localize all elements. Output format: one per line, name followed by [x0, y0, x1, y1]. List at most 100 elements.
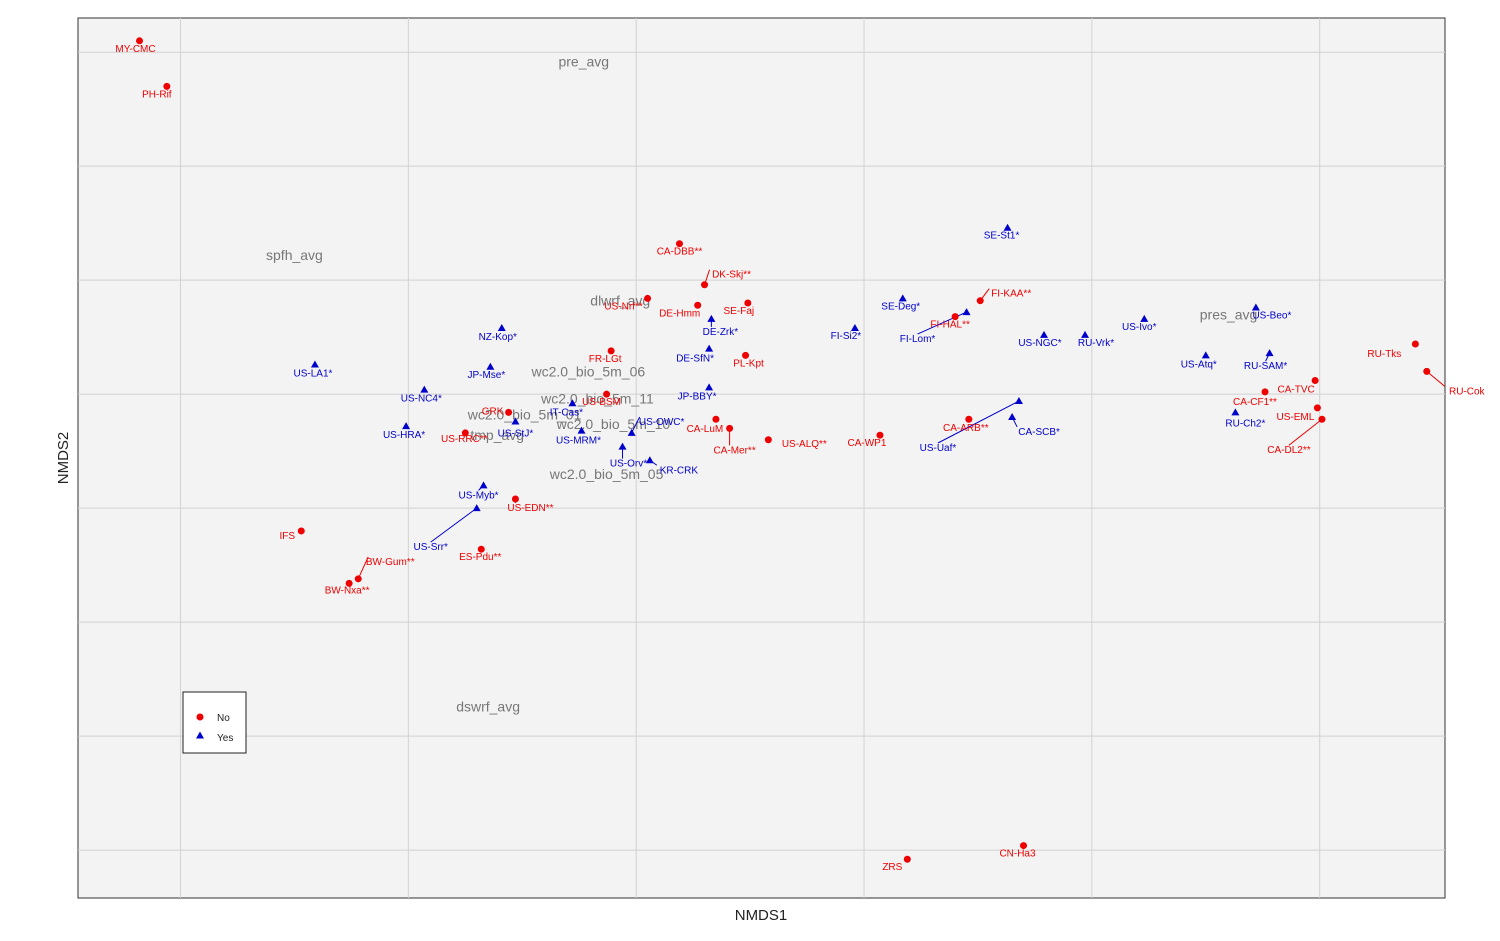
legend-yes-label: Yes: [217, 733, 233, 744]
point-yes-de-zrk: [707, 314, 716, 322]
point-label-us-ngc: US-NGC*: [1018, 338, 1061, 349]
point-label-it-cas: IT-Cas*: [550, 407, 583, 418]
point-yes-fi-lom: [962, 308, 971, 316]
point-no-ca-wp1: [876, 431, 884, 439]
point-label-bw-nxa: BW-Nxa**: [325, 585, 370, 596]
point-no-ph-rif: [163, 82, 171, 90]
point-yes-us-ngc: [1040, 330, 1049, 338]
point-label-ph-rif: PH-Rif: [142, 89, 172, 100]
point-label-de-zrk: DE-Zrk*: [703, 327, 739, 338]
point-no-ca-tvc: [1311, 376, 1319, 384]
point-no-ca-mer: [726, 424, 734, 432]
leader-line-ca-dl2: [1288, 418, 1323, 446]
point-label-us-la1: US-LA1*: [293, 369, 332, 380]
point-no-us-nrf: [644, 294, 652, 302]
point-label-ca-mer: CA-Mer**: [713, 445, 755, 456]
point-yes-us-hra: [402, 422, 411, 430]
point-yes-ru-vrk: [1081, 330, 1090, 338]
point-no-us-alq: [764, 436, 772, 444]
point-no-ca-dbb: [675, 240, 683, 248]
vector-label-pre-avg: pre_avg: [558, 53, 609, 69]
vector-label-wc2-0-bio-5m-05: wc2.0_bio_5m_05: [549, 466, 664, 482]
point-label-us-bsm: US-BSM: [582, 397, 621, 408]
point-yes-se-st1: [1003, 223, 1012, 231]
point-yes-fi-si2: [850, 324, 859, 332]
point-no-cn-ha3: [1020, 842, 1028, 850]
legend: No Yes: [182, 691, 247, 754]
vector-label-spfh-avg: spfh_avg: [266, 247, 323, 263]
point-label-us-orv: US-Orv*: [610, 459, 647, 470]
point-label-ru-sam: RU-SAM*: [1244, 361, 1287, 372]
point-no-dk-skj: [701, 281, 709, 289]
point-label-grk: GRK: [482, 406, 504, 417]
point-no-ca-dl2: [1318, 415, 1326, 423]
vector-label-wc2-0-bio-5m-01: wc2.0_bio_5m_01: [467, 407, 582, 423]
point-label-ca-wp1: CA-WP1: [848, 438, 887, 449]
point-label-us-rrc: US-RRC**: [441, 434, 488, 445]
point-label-ca-dbb: CA-DBB**: [657, 247, 703, 258]
point-label-ru-tks: RU-Tks: [1367, 349, 1401, 360]
vector-label-wc2-0-bio-5m-11: wc2.0_bio_5m_11: [540, 391, 654, 407]
point-yes-ru-ch2: [1231, 408, 1240, 416]
point-label-se-faj: SE-Faj: [724, 306, 755, 317]
point-label-ca-tvc: CA-TVC: [1278, 384, 1315, 395]
vector-label-dswrf-avg: dswrf_avg: [456, 698, 520, 714]
point-label-ca-lum: CA-LuM: [687, 424, 724, 435]
x-axis-title: NMDS1: [735, 907, 788, 924]
point-yes-ru-sam: [1265, 349, 1274, 357]
point-label-de-hmm: DE-Hmm: [659, 308, 700, 319]
point-label-ru-ch2: RU-Ch2*: [1225, 418, 1265, 429]
point-yes-nz-kop: [497, 324, 506, 332]
grid-lines: [78, 18, 1445, 898]
point-label-ca-scb: CA-SCB*: [1018, 427, 1060, 438]
point-label-us-uaf: US-Uaf*: [920, 443, 957, 454]
point-yes-us-owc: [627, 428, 636, 436]
point-label-us-hra: US-HRA*: [383, 430, 425, 441]
leader-line-us-uaf: [937, 400, 1020, 444]
legend-no-label: No: [217, 713, 230, 724]
point-label-us-eml: US-EML: [1277, 412, 1315, 423]
point-label-fi-hal: FI-HAL**: [930, 320, 970, 331]
point-no-fi-hal: [951, 313, 959, 321]
point-label-nz-kop: NZ-Kop*: [479, 332, 517, 343]
environment-vector-labels: pre_avg spfh_avg dlwrf_avg wc2.0_bio_5m_06w…: [266, 53, 1257, 714]
point-label-my-cmc: MY-CMC: [115, 44, 155, 55]
point-label-fi-si2: FI-Si2*: [831, 331, 862, 342]
point-label-fi-kaa: FI-KAA**: [991, 289, 1031, 300]
plot-panel: [77, 17, 1446, 899]
vector-label-pres-avg: pres_avg: [1200, 306, 1258, 322]
point-yes-us-mrm: [577, 426, 586, 434]
point-no-my-cmc: [136, 37, 144, 45]
point-no-se-faj: [744, 299, 752, 307]
point-label-ru-vrk: RU-Vrk*: [1078, 338, 1114, 349]
point-yes-kr-crk: [645, 456, 654, 464]
point-yes-us-nc4: [420, 385, 429, 393]
point-no-us-edn: [511, 495, 519, 503]
point-no-fi-kaa: [976, 297, 984, 305]
point-label-pl-kpt: PL-Kpt: [733, 358, 764, 369]
point-label-us-edn: US-EDN**: [507, 503, 553, 514]
point-label-es-pdu: ES-Pdu**: [459, 552, 501, 563]
point-yes-us-atq: [1201, 351, 1210, 359]
leader-line-us-owc: [631, 416, 641, 434]
point-no-ca-arb: [965, 415, 973, 423]
point-no-us-rrc: [461, 429, 469, 437]
legend-no-marker: [196, 713, 204, 721]
point-no-us-bsm: [603, 390, 611, 398]
point-yes-it-cas: [568, 399, 577, 407]
point-label-jp-mse: JP-Mse*: [467, 370, 505, 381]
point-label-ru-cok: RU-Cok: [1449, 386, 1486, 397]
point-yes-se-deg: [898, 294, 907, 302]
point-yes-us-myb: [479, 481, 488, 489]
point-label-bw-gum: BW-Gum**: [366, 557, 415, 568]
point-no-ru-tks: [1411, 340, 1419, 348]
point-no-bw-gum: [354, 575, 362, 583]
point-label-jp-bby: JP-BBY*: [678, 391, 717, 402]
point-yes-us-orv: [618, 442, 627, 450]
point-no-de-hmm: [694, 301, 702, 309]
point-label-de-sfn: DE-SfN*: [676, 354, 714, 365]
point-no-pl-kpt: [742, 351, 750, 359]
point-label-us-beo: US-Beo*: [1252, 311, 1291, 322]
leader-line-us-srr: [430, 507, 478, 543]
point-label-us-myb: US-Myb*: [459, 490, 499, 501]
